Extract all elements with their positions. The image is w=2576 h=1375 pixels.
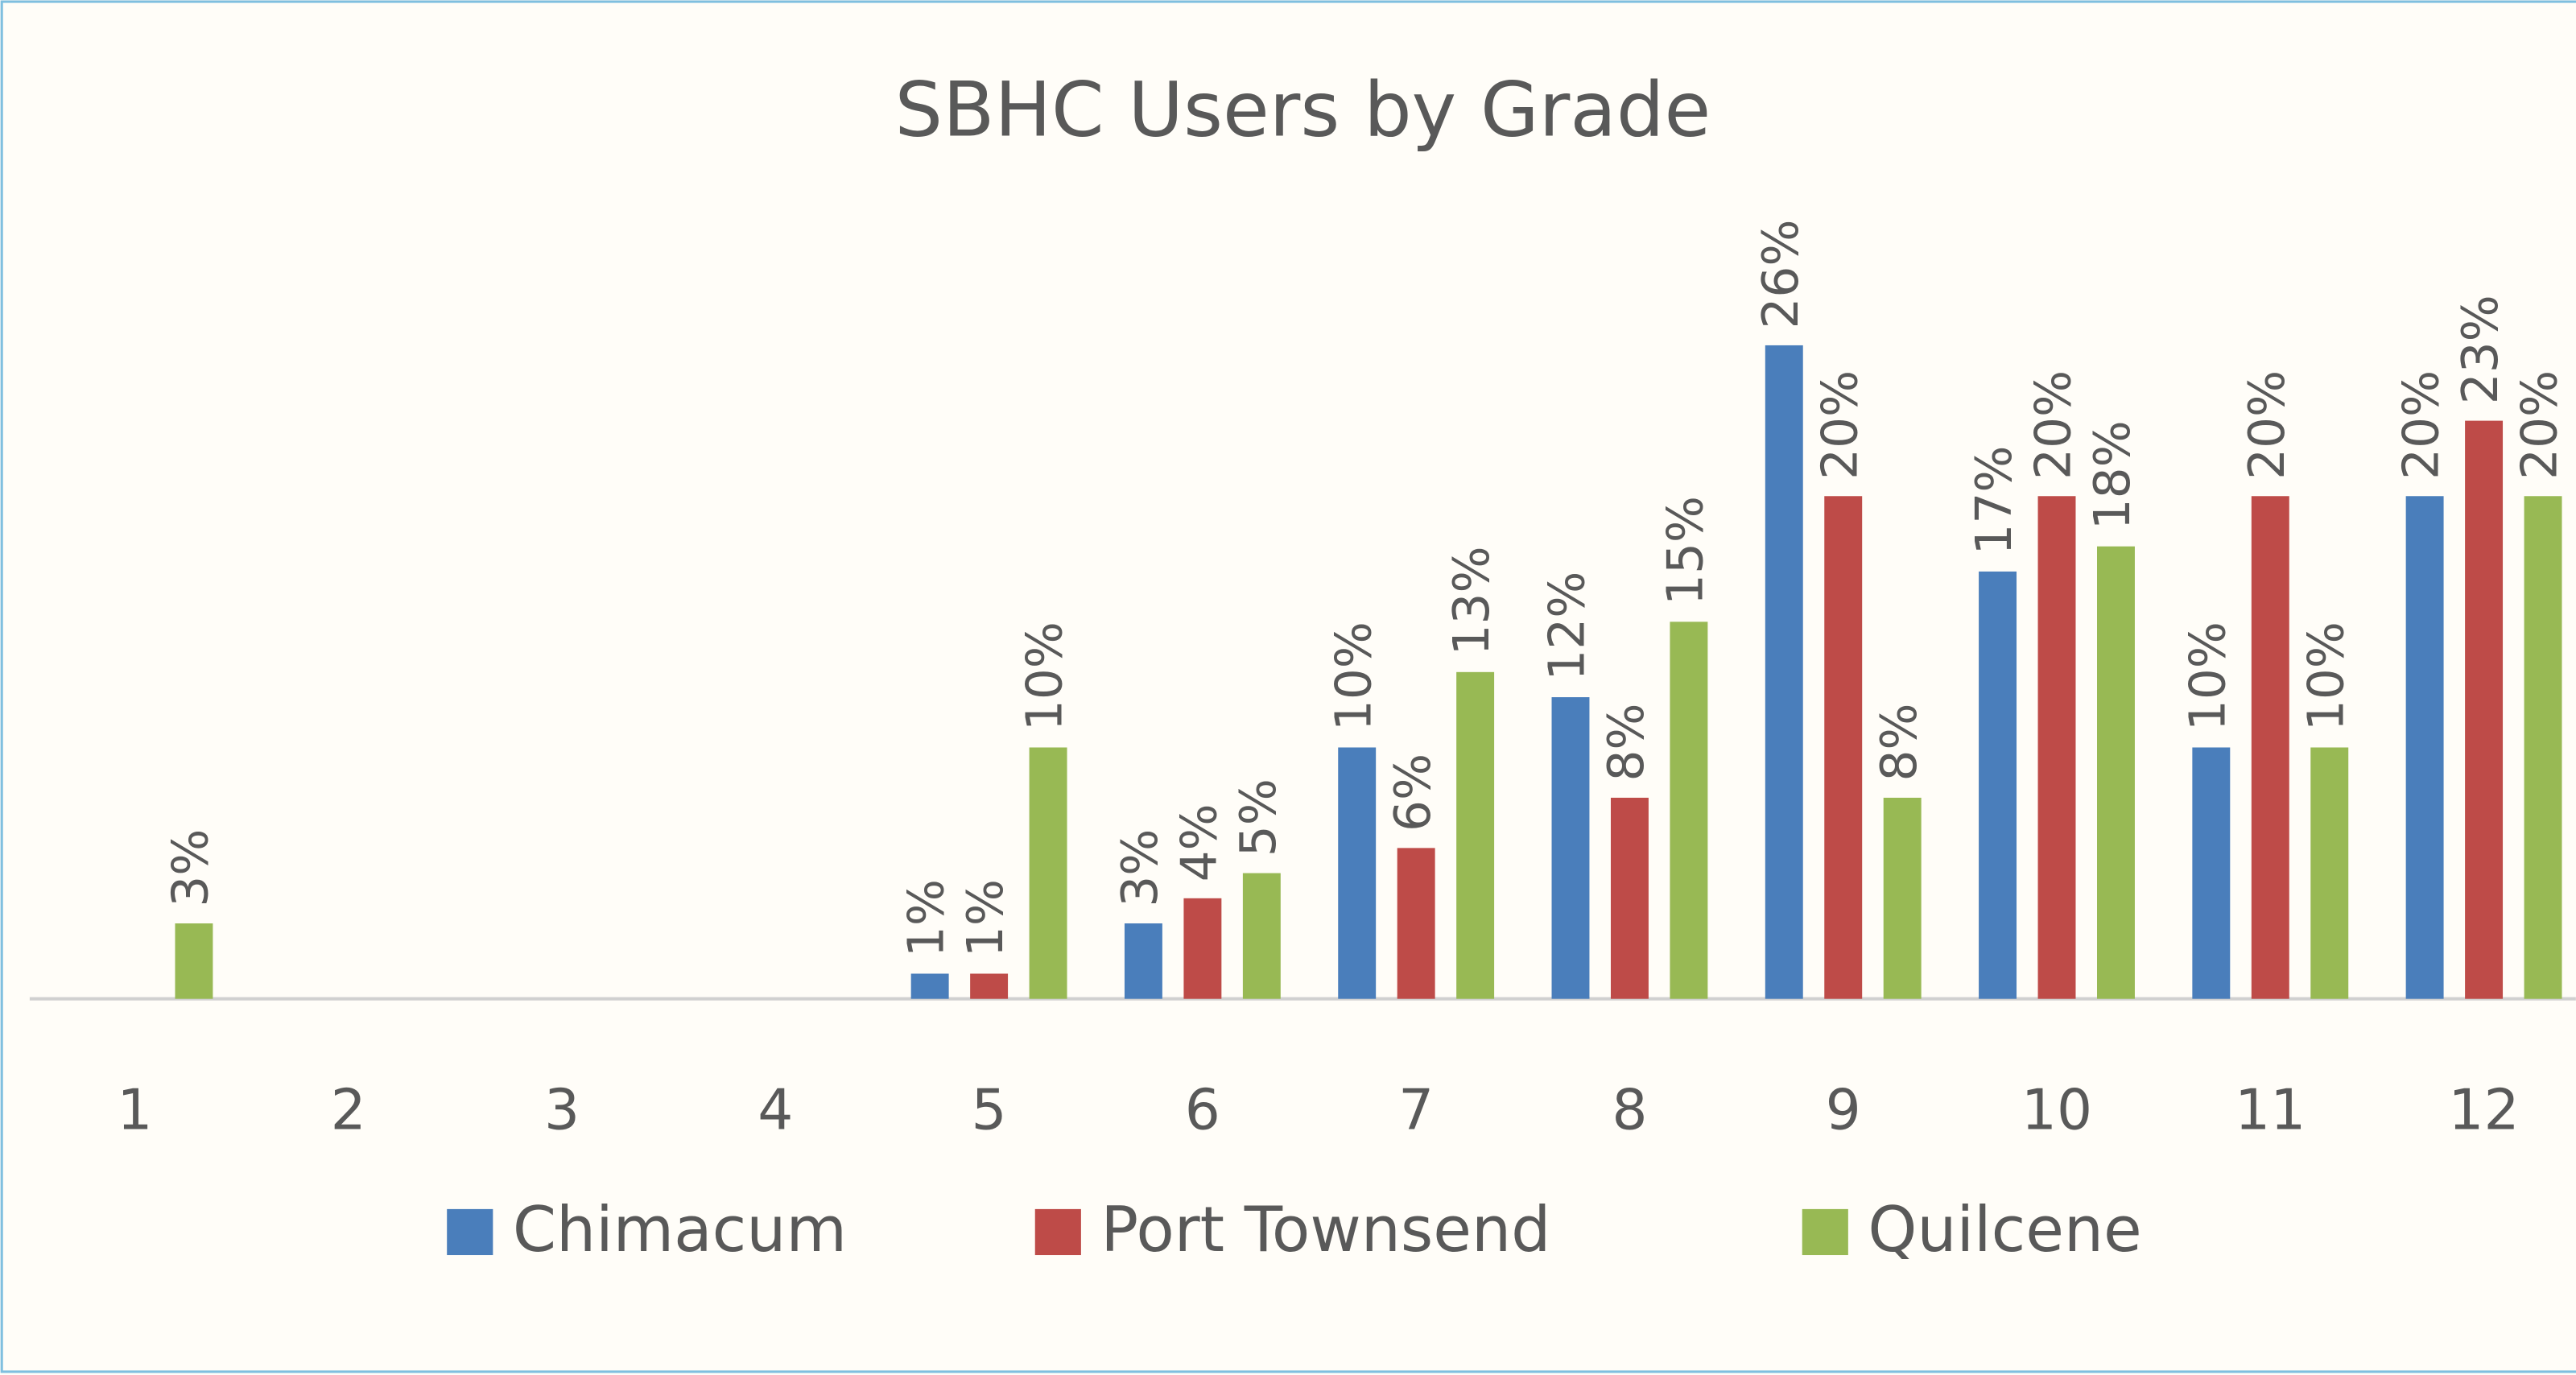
data-label: 10% [1017,621,1074,731]
data-label: 26% [1752,219,1810,328]
bar [2251,496,2289,999]
bar [910,973,949,999]
x-tick-label: 4 [758,1079,793,1143]
bar [2405,496,2444,999]
bar [2097,546,2135,999]
data-label: 20% [2393,370,2450,480]
x-tick-label: 12 [2448,1079,2519,1143]
bar [1183,898,1222,999]
data-label: 20% [2512,370,2569,480]
legend-swatch [1034,1208,1081,1256]
data-label: 18% [2084,420,2141,530]
data-label: 20% [2025,370,2083,480]
bar [1979,571,2017,999]
bar [2524,496,2562,999]
bar [1765,345,1803,999]
bar [1824,496,1863,999]
legend-swatch [447,1208,493,1256]
x-tick-label: 7 [1398,1079,1434,1143]
x-tick-label: 9 [1826,1079,1861,1143]
bar [1242,873,1281,999]
data-label: 20% [1811,370,1868,480]
legend-label: Quilcene [1868,1194,2141,1266]
x-tick-label: 5 [972,1079,1007,1143]
data-label: 23% [2452,295,2509,404]
x-tick-label: 1 [117,1079,152,1143]
bar [970,973,1009,999]
bar [1670,621,1708,999]
x-tick-label: 2 [331,1079,366,1143]
bar [2310,747,2349,999]
data-label: 1% [898,879,956,957]
bar [1338,747,1377,999]
legend-label: Chimacum [513,1194,847,1266]
data-label: 6% [1385,754,1442,832]
data-label: 3% [163,829,220,907]
data-label: 17% [1966,445,2023,555]
x-tick-label: 10 [2021,1079,2092,1143]
bar [1124,923,1162,999]
data-label: 10% [1325,621,1382,731]
legend-swatch [1802,1208,1848,1256]
data-label: 8% [1598,703,1655,781]
data-label: 1% [957,879,1014,957]
data-label: 20% [2239,370,2296,480]
bar [1397,848,1435,999]
data-label: 15% [1657,496,1715,605]
bar [2465,420,2504,999]
x-tick-label: 6 [1185,1079,1220,1143]
bar [1883,797,1922,999]
data-label: 5% [1230,778,1287,857]
x-tick-label: 8 [1612,1079,1647,1143]
bar [1610,797,1649,999]
bar [175,923,213,999]
data-label: 10% [2179,621,2236,731]
data-label: 8% [1871,703,1928,781]
data-label: 3% [1112,829,1169,907]
bar [2192,747,2231,999]
legend-label: Port Townsend [1100,1194,1550,1266]
bar [1029,747,1067,999]
bar [1551,697,1590,999]
bar [1456,671,1495,999]
data-label: 4% [1170,803,1228,882]
data-label: 13% [1443,546,1501,655]
x-tick-label: 11 [2235,1079,2306,1143]
x-tick-label: 3 [544,1079,580,1143]
bar [2037,496,2076,999]
data-label: 12% [1539,572,1596,681]
chart-title: SBHC Users by Grade [895,67,1711,155]
data-label: 10% [2297,621,2355,731]
